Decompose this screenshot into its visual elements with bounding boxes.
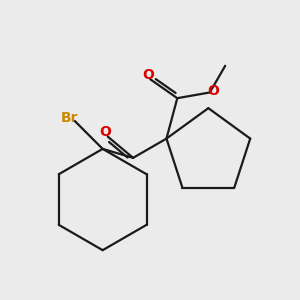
Text: O: O (100, 125, 112, 139)
Text: O: O (142, 68, 154, 82)
Text: O: O (207, 84, 219, 98)
Text: Br: Br (60, 111, 78, 124)
